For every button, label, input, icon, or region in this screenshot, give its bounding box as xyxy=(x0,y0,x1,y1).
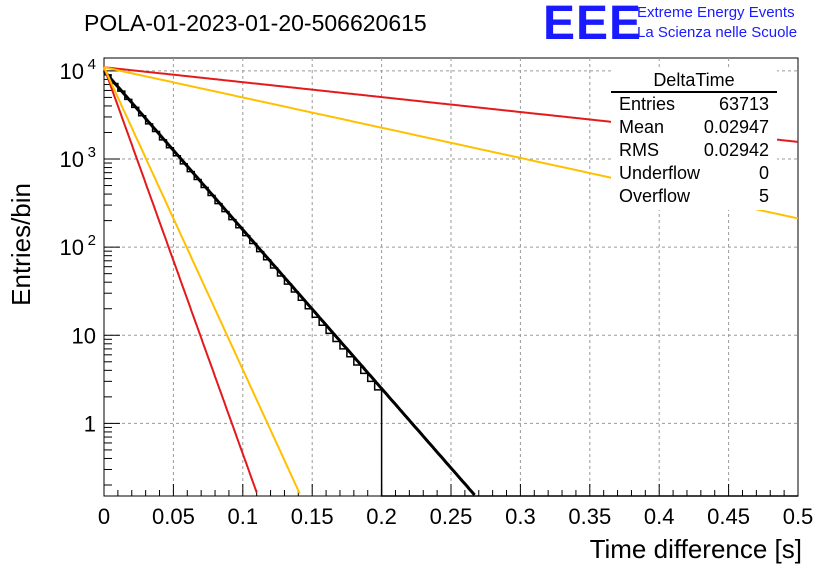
y-tick-label: 1 xyxy=(84,411,96,436)
stats-label: Entries xyxy=(619,94,676,114)
x-tick-label: 0.2 xyxy=(366,504,397,529)
stats-row-entries: Entries 63713 xyxy=(619,94,769,116)
x-tick-label: 0.5 xyxy=(783,504,814,529)
stats-value: 0.02942 xyxy=(703,140,769,160)
y-axis-label: Entries/bin xyxy=(6,183,36,306)
fit-curve xyxy=(102,69,476,496)
logo-line-1: Extreme Energy Events xyxy=(637,4,795,21)
y-tick-label: 10 xyxy=(60,147,84,172)
fit-curve xyxy=(103,66,258,493)
fit-curve xyxy=(103,66,301,495)
x-tick-label: 0.05 xyxy=(152,504,195,529)
stats-row-mean: Mean 0.02947 xyxy=(619,117,769,139)
tick-labels: 0 0.05 0.1 0.15 0.2 0.25 0.3 0.35 0.4 0.45 0.5 1 10 1… xyxy=(60,56,814,529)
stats-label: Underflow xyxy=(619,163,701,183)
stats-row-underflow: Underflow 0 xyxy=(619,163,769,185)
stats-box: DeltaTime Entries 63713 Mean 0.02947 RMS… xyxy=(611,70,777,210)
y-tick-label: 10 xyxy=(60,235,84,260)
stats-value: 0.02947 xyxy=(703,117,769,137)
x-tick-label: 0.25 xyxy=(430,504,473,529)
x-axis-label: Time difference [s] xyxy=(589,534,802,564)
x-tick-label: 0 xyxy=(98,504,110,529)
stats-label: Overflow xyxy=(619,186,691,206)
y-tick-exponent: 2 xyxy=(88,232,96,249)
stats-label: Mean xyxy=(619,117,665,137)
x-tick-label: 0.35 xyxy=(568,504,611,529)
x-tick-label: 0.4 xyxy=(644,504,675,529)
y-tick-exponent: 4 xyxy=(88,56,96,73)
x-tick-label: 0.3 xyxy=(505,504,536,529)
stats-label: RMS xyxy=(619,140,659,160)
y-tick-exponent: 3 xyxy=(88,144,96,161)
x-tick-label: 0.1 xyxy=(228,504,259,529)
y-tick-label: 10 xyxy=(72,323,96,348)
stats-value: 63713 xyxy=(718,94,769,114)
stats-value: 5 xyxy=(758,186,769,206)
stats-row-overflow: Overflow 5 xyxy=(619,186,769,208)
stats-value: 0 xyxy=(758,163,769,183)
stats-divider xyxy=(611,91,777,93)
stats-title: DeltaTime xyxy=(653,70,735,90)
y-tick-label: 10 xyxy=(60,59,84,84)
logo-line-2: La Scienza nelle Scuole xyxy=(637,24,798,41)
eee-logo: EEE xyxy=(543,0,643,50)
x-tick-label: 0.45 xyxy=(707,504,750,529)
page-title: POLA-01-2023-01-20-506620615 xyxy=(84,10,427,36)
stats-row-rms: RMS 0.02942 xyxy=(619,140,769,162)
axis-ticks xyxy=(103,70,799,496)
x-tick-label: 0.15 xyxy=(291,504,334,529)
